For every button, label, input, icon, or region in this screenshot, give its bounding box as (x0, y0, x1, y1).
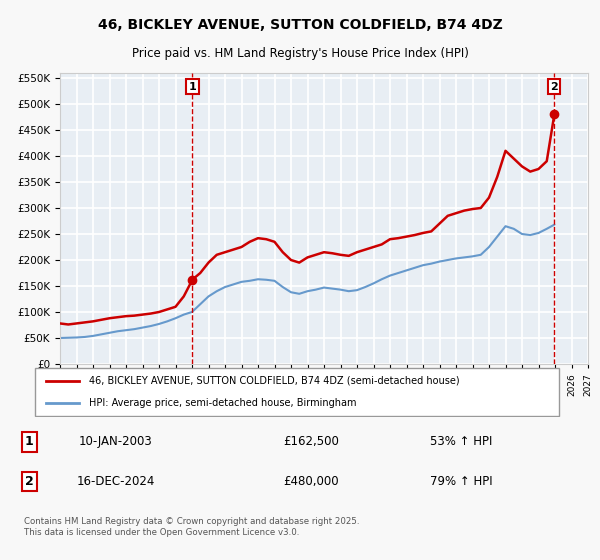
Text: 53% ↑ HPI: 53% ↑ HPI (430, 435, 493, 449)
Text: Contains HM Land Registry data © Crown copyright and database right 2025.
This d: Contains HM Land Registry data © Crown c… (23, 517, 359, 536)
Text: 46, BICKLEY AVENUE, SUTTON COLDFIELD, B74 4DZ (semi-detached house): 46, BICKLEY AVENUE, SUTTON COLDFIELD, B7… (89, 376, 460, 386)
Text: £480,000: £480,000 (284, 475, 340, 488)
FancyBboxPatch shape (35, 368, 559, 416)
Text: Price paid vs. HM Land Registry's House Price Index (HPI): Price paid vs. HM Land Registry's House … (131, 48, 469, 60)
Text: 79% ↑ HPI: 79% ↑ HPI (430, 475, 493, 488)
Text: 2: 2 (25, 475, 34, 488)
Text: 46, BICKLEY AVENUE, SUTTON COLDFIELD, B74 4DZ: 46, BICKLEY AVENUE, SUTTON COLDFIELD, B7… (98, 18, 502, 32)
Text: 1: 1 (25, 435, 34, 449)
Text: 1: 1 (188, 82, 196, 91)
Text: 2: 2 (550, 82, 558, 91)
Text: £162,500: £162,500 (284, 435, 340, 449)
Text: HPI: Average price, semi-detached house, Birmingham: HPI: Average price, semi-detached house,… (89, 398, 357, 408)
Text: 10-JAN-2003: 10-JAN-2003 (79, 435, 152, 449)
Text: 16-DEC-2024: 16-DEC-2024 (76, 475, 155, 488)
